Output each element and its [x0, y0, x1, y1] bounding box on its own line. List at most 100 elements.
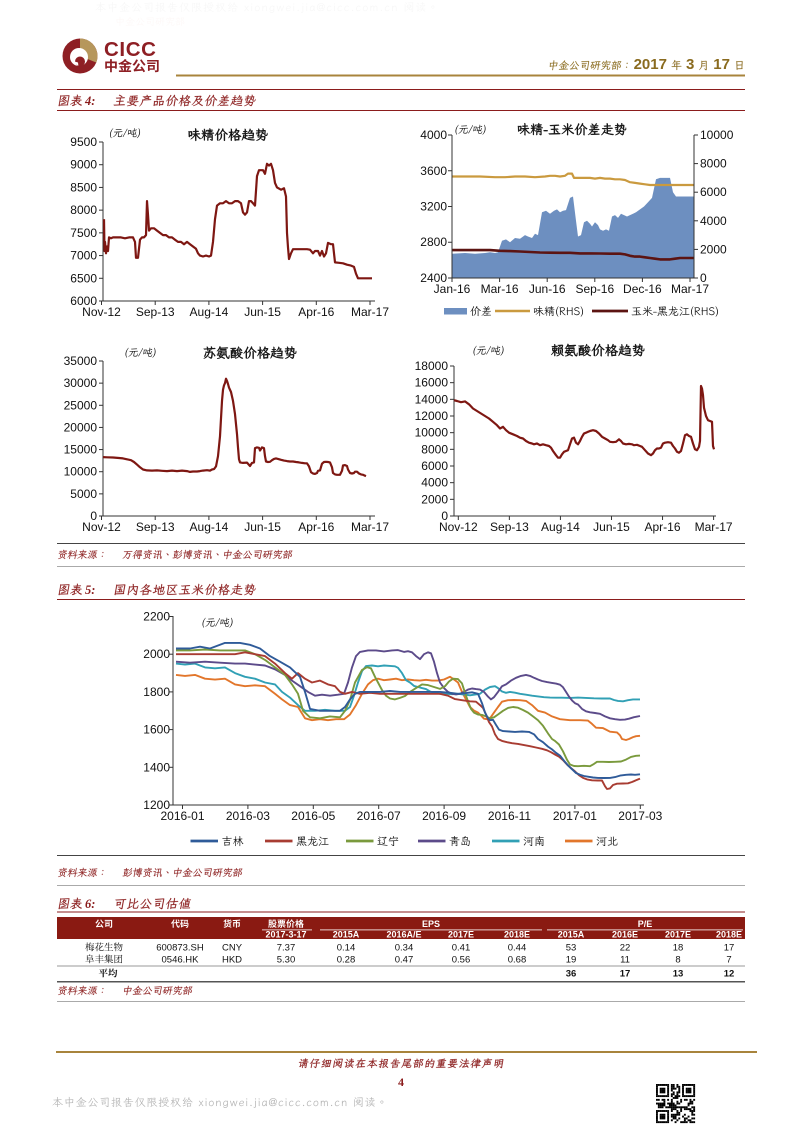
svg-text:2000: 2000	[700, 242, 727, 256]
svg-text:Nov-12: Nov-12	[439, 520, 478, 534]
svg-text:20000: 20000	[64, 420, 98, 434]
svg-text:P/E: P/E	[638, 919, 653, 929]
svg-text:2016-03: 2016-03	[226, 809, 270, 823]
svg-text:2016-09: 2016-09	[422, 809, 466, 823]
svg-text:53: 53	[566, 943, 577, 954]
svg-text:2017-01: 2017-01	[553, 809, 597, 823]
svg-text:0.44: 0.44	[508, 943, 527, 954]
svg-text:9000: 9000	[70, 158, 97, 172]
svg-text:CICC: CICC	[104, 38, 157, 61]
svg-text:2017: 2017	[634, 56, 667, 73]
svg-text:8000: 8000	[700, 157, 727, 171]
svg-text:2016-11: 2016-11	[488, 809, 531, 823]
svg-text:2016-07: 2016-07	[357, 809, 401, 823]
svg-text:Apr-16: Apr-16	[298, 305, 334, 319]
svg-text:2016-01: 2016-01	[160, 809, 204, 823]
svg-text:5000: 5000	[70, 487, 97, 501]
svg-text:6500: 6500	[70, 271, 97, 285]
svg-text:4000: 4000	[700, 214, 727, 228]
svg-text:2000: 2000	[421, 492, 448, 506]
svg-text:17: 17	[724, 943, 735, 954]
svg-text:2015A: 2015A	[333, 930, 360, 940]
svg-text:18000: 18000	[415, 359, 449, 373]
svg-text:Sep-13: Sep-13	[490, 520, 529, 534]
svg-text:5.30: 5.30	[277, 955, 296, 966]
svg-text:8500: 8500	[70, 180, 97, 194]
svg-text:6000: 6000	[421, 459, 448, 473]
svg-text:2015A: 2015A	[558, 930, 585, 940]
svg-text:Jun-15: Jun-15	[593, 520, 630, 534]
svg-text:Aug-14: Aug-14	[190, 520, 229, 534]
svg-text:15000: 15000	[64, 443, 98, 457]
svg-text:Aug-14: Aug-14	[541, 520, 580, 534]
svg-text:6:: 6:	[85, 897, 95, 911]
svg-text:6000: 6000	[70, 294, 97, 308]
svg-text:4000: 4000	[421, 476, 448, 490]
svg-text:7500: 7500	[70, 226, 97, 240]
svg-text:17: 17	[713, 56, 730, 73]
svg-text:Aug-14: Aug-14	[190, 305, 229, 319]
svg-text:6000: 6000	[700, 185, 727, 199]
svg-text:10000: 10000	[64, 465, 98, 479]
svg-text:7000: 7000	[70, 249, 97, 263]
svg-text:Jun-15: Jun-15	[244, 520, 281, 534]
svg-text:Jan-16: Jan-16	[434, 282, 471, 296]
svg-text:0.41: 0.41	[452, 943, 471, 954]
svg-text:CNY: CNY	[222, 943, 243, 954]
svg-text:22: 22	[620, 943, 631, 954]
svg-text:8000: 8000	[70, 203, 97, 217]
svg-text:4:: 4:	[84, 94, 95, 108]
svg-text:9500: 9500	[70, 135, 97, 149]
svg-text:17: 17	[620, 969, 631, 980]
svg-text:10000: 10000	[700, 128, 734, 142]
svg-text:0: 0	[700, 271, 707, 285]
svg-text:0.47: 0.47	[395, 955, 414, 966]
svg-text:Jun-16: Jun-16	[529, 282, 566, 296]
svg-text:2016-05: 2016-05	[291, 809, 335, 823]
svg-text:2018E: 2018E	[504, 930, 530, 940]
svg-text:Jun-15: Jun-15	[244, 305, 281, 319]
svg-text:Apr-16: Apr-16	[644, 520, 680, 534]
svg-text:Dec-16: Dec-16	[623, 282, 662, 296]
svg-text:30000: 30000	[64, 376, 98, 390]
svg-text:0.34: 0.34	[395, 943, 414, 954]
svg-text:0.56: 0.56	[452, 955, 471, 966]
svg-text:Mar-17: Mar-17	[351, 305, 389, 319]
svg-text:2017-3-17: 2017-3-17	[265, 930, 306, 940]
svg-text:13: 13	[673, 969, 684, 980]
svg-text:0.68: 0.68	[508, 955, 527, 966]
svg-text:Sep-13: Sep-13	[136, 305, 175, 319]
svg-text:0.14: 0.14	[337, 943, 356, 954]
svg-text:1600: 1600	[143, 723, 170, 737]
svg-text:0.28: 0.28	[337, 955, 356, 966]
svg-text:4: 4	[398, 1075, 404, 1089]
svg-text:2018E: 2018E	[716, 930, 742, 940]
svg-text:8: 8	[675, 955, 680, 966]
svg-text:10000: 10000	[415, 426, 449, 440]
svg-text:3600: 3600	[420, 164, 447, 178]
svg-text:7: 7	[726, 955, 731, 966]
svg-text:HKD: HKD	[222, 955, 242, 966]
svg-text:3200: 3200	[420, 200, 447, 214]
svg-text:0546.HK: 0546.HK	[162, 955, 200, 966]
svg-text:Mar-17: Mar-17	[695, 520, 733, 534]
svg-text:3: 3	[686, 56, 694, 73]
svg-text:1800: 1800	[143, 685, 170, 699]
svg-text:2017E: 2017E	[448, 930, 474, 940]
svg-text:36: 36	[566, 969, 577, 980]
svg-text:8000: 8000	[421, 442, 448, 456]
svg-text:35000: 35000	[64, 354, 98, 368]
svg-text:12000: 12000	[415, 409, 449, 423]
svg-text:2800: 2800	[420, 235, 447, 249]
svg-text:18: 18	[673, 943, 684, 954]
svg-text:Nov-12: Nov-12	[82, 305, 121, 319]
svg-text:1200: 1200	[143, 798, 170, 812]
svg-text:Apr-16: Apr-16	[298, 520, 334, 534]
svg-text:25000: 25000	[64, 398, 98, 412]
svg-text:5:: 5:	[85, 583, 95, 597]
svg-text:2016E: 2016E	[612, 930, 638, 940]
svg-text:2017-03: 2017-03	[618, 809, 662, 823]
svg-text:2400: 2400	[420, 271, 447, 285]
svg-text:4000: 4000	[420, 128, 447, 142]
svg-text:7.37: 7.37	[277, 943, 296, 954]
